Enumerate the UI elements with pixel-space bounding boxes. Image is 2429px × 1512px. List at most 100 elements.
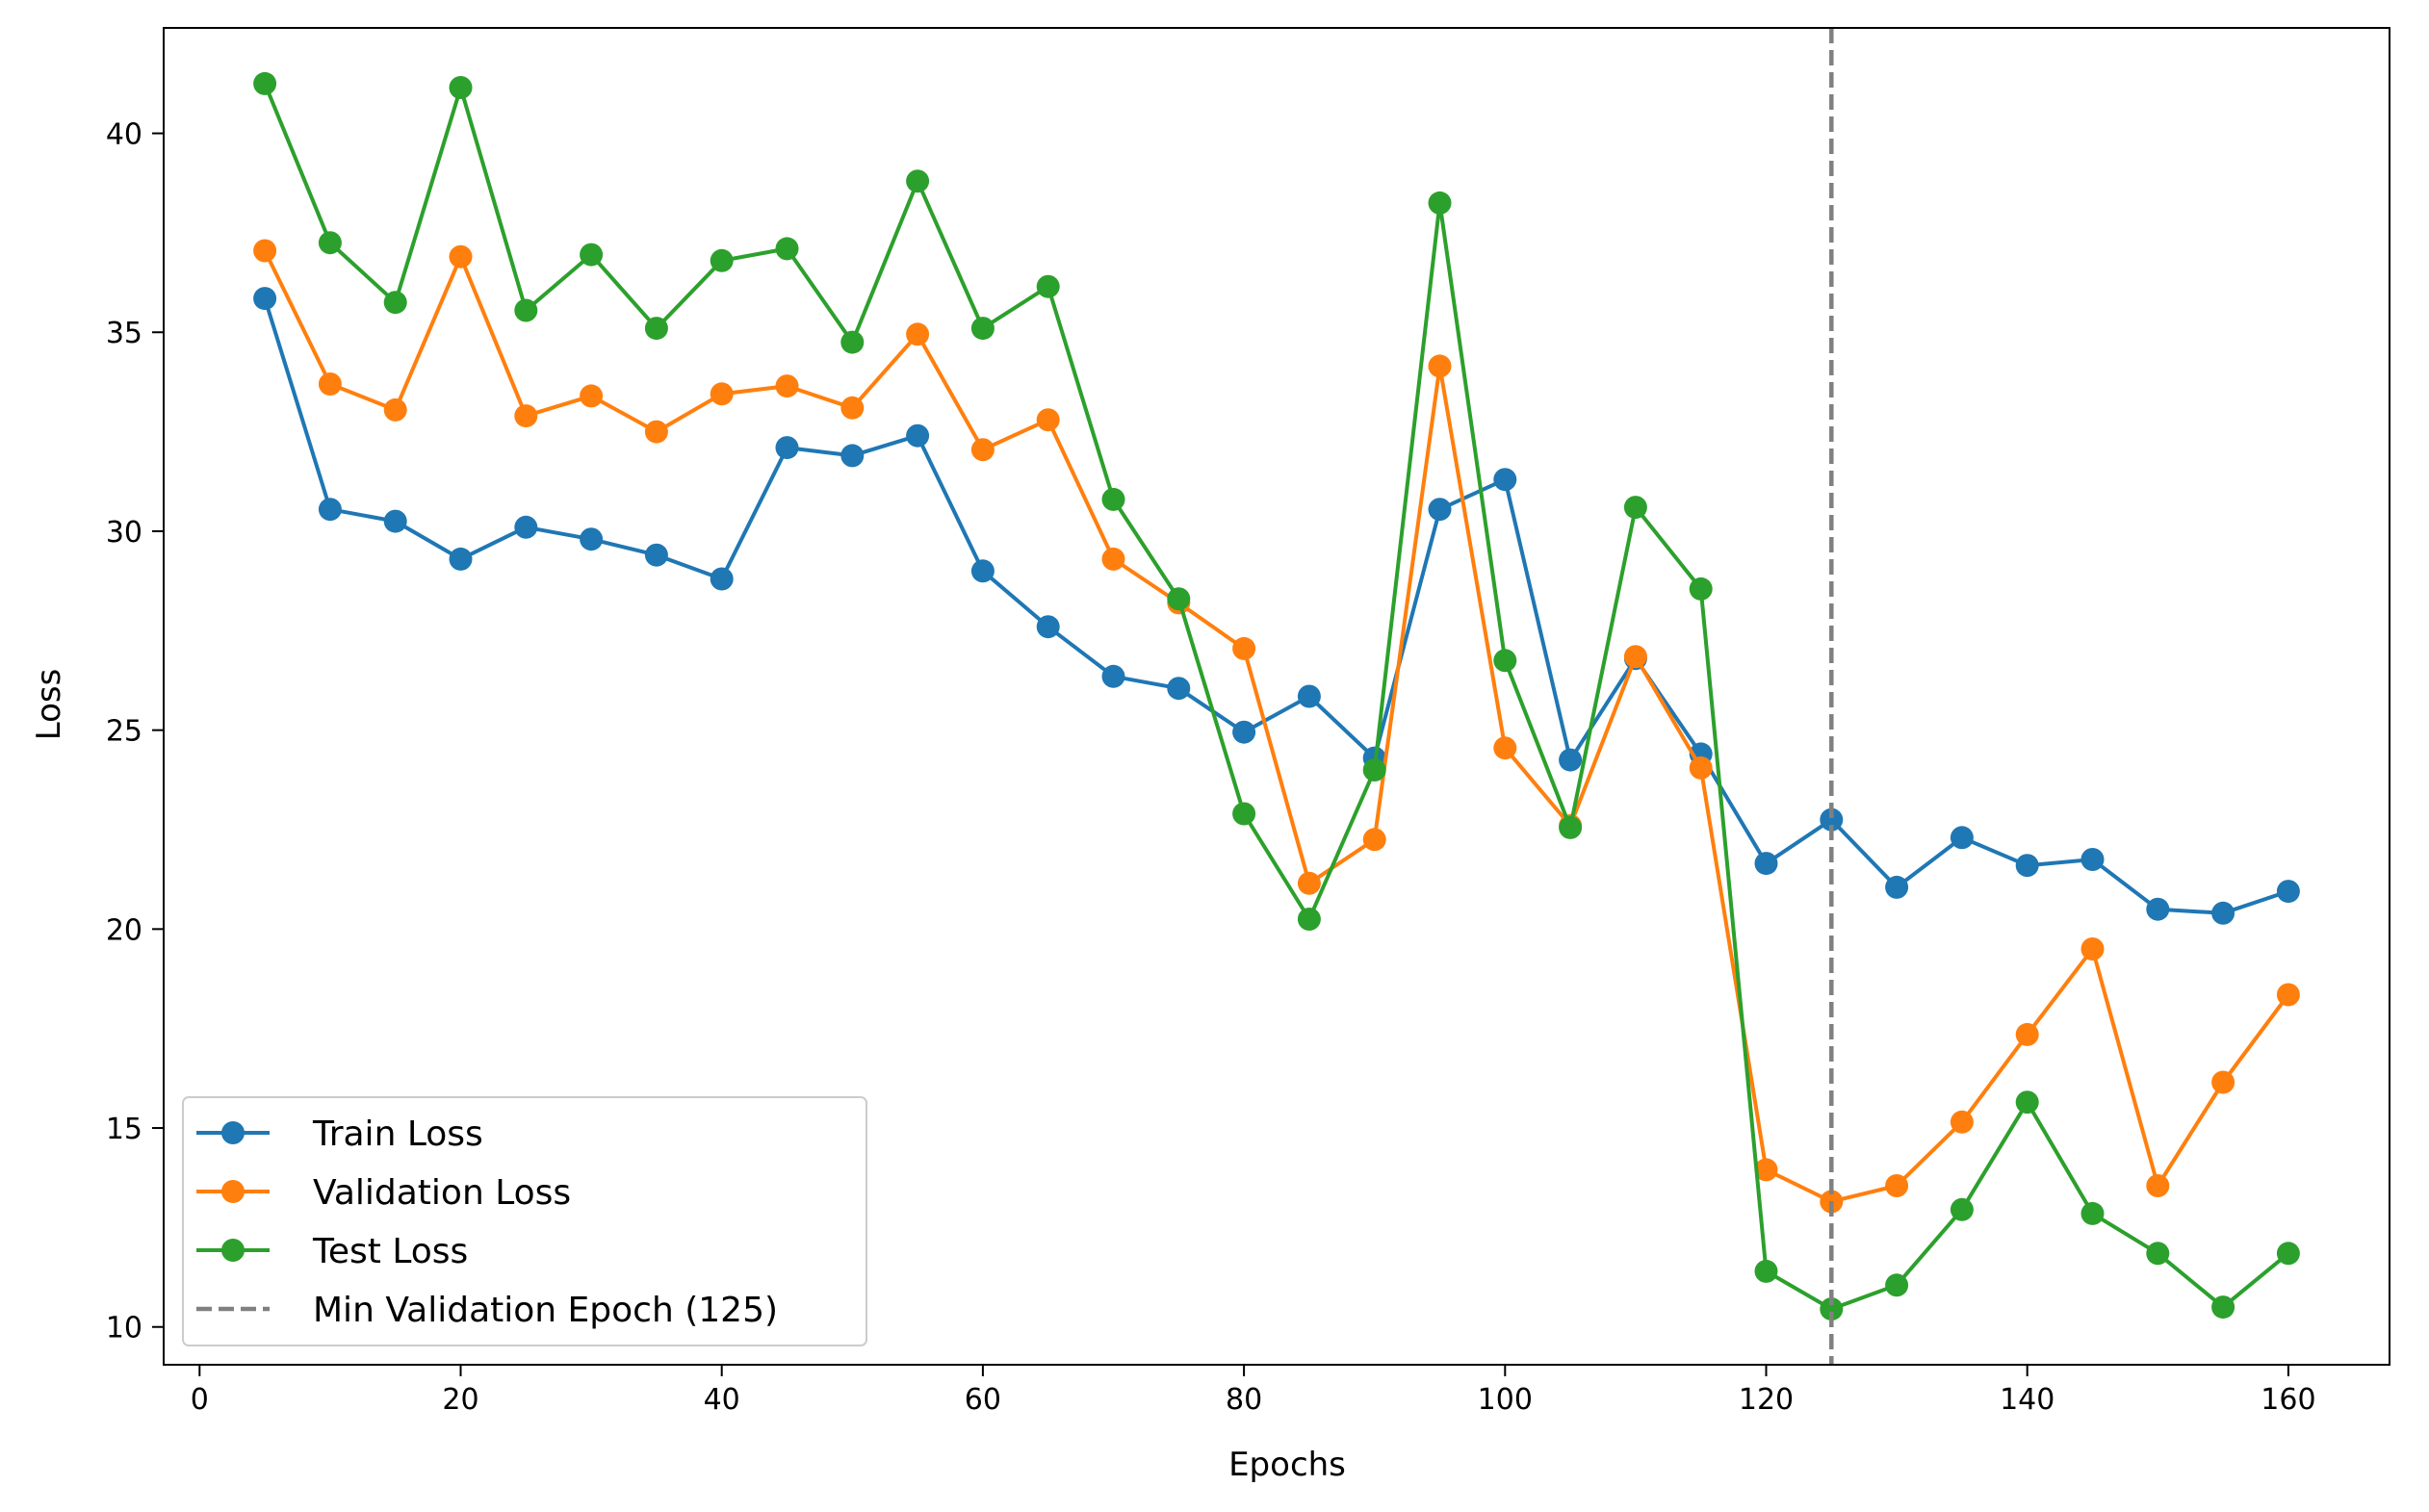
- train-loss-point: [449, 547, 473, 571]
- test-loss-point: [1232, 802, 1256, 826]
- train-loss-point: [1297, 684, 1321, 708]
- validation-loss-point: [710, 382, 734, 406]
- train-loss-point: [1559, 748, 1583, 772]
- validation-loss-line: [263, 249, 2290, 1204]
- test-loss-point: [1362, 758, 1386, 782]
- test-loss-point: [710, 248, 734, 272]
- test-loss-point: [1885, 1273, 1909, 1297]
- train-loss-point: [1232, 720, 1256, 744]
- test-loss-line: [263, 83, 2290, 1312]
- validation-loss-point: [1362, 828, 1386, 852]
- axes: 0 20 40 60 80 100 120 140 160 10 15 20 25 30 35 40: [106, 27, 2390, 1417]
- validation-loss-point: [2211, 1070, 2235, 1094]
- legend-marker-train-loss: [221, 1121, 245, 1144]
- train-loss-point: [580, 527, 604, 551]
- train-loss-point: [318, 498, 342, 522]
- test-loss-point: [2015, 1090, 2039, 1115]
- train-loss-point: [644, 543, 668, 567]
- y-tick-label: 20: [106, 913, 142, 947]
- validation-loss-point: [580, 384, 604, 408]
- validation-loss-point: [1754, 1158, 1778, 1182]
- test-loss-point: [1623, 496, 1647, 520]
- y-tick-label: 40: [106, 118, 142, 152]
- train-loss-point: [383, 509, 407, 533]
- validation-loss-point: [1232, 636, 1256, 660]
- x-tick-label: 0: [191, 1383, 209, 1417]
- test-loss-point: [1559, 815, 1583, 839]
- validation-loss-point: [2015, 1022, 2039, 1046]
- x-tick-label: 20: [442, 1383, 478, 1417]
- test-loss-point: [514, 298, 538, 322]
- validation-loss-point: [1885, 1174, 1909, 1197]
- legend-marker-test-loss: [221, 1239, 245, 1262]
- validation-loss-point: [253, 239, 277, 263]
- test-loss-point: [644, 317, 668, 341]
- test-loss-point: [1167, 587, 1191, 611]
- test-loss-point: [840, 330, 865, 354]
- x-tick-label: 100: [1478, 1383, 1533, 1417]
- test-loss-point: [2276, 1242, 2300, 1266]
- train-loss-point: [710, 567, 734, 591]
- y-tick-label: 25: [106, 715, 142, 749]
- validation-loss-point: [383, 397, 407, 422]
- legend-label-train-loss: Train Loss: [312, 1115, 483, 1154]
- legend-marker-validation-loss: [221, 1180, 245, 1203]
- y-tick-label: 10: [106, 1312, 142, 1345]
- train-loss-point: [840, 444, 865, 468]
- validation-loss-point: [840, 396, 865, 420]
- validation-loss-point: [2146, 1174, 2170, 1197]
- validation-loss-point: [970, 438, 995, 462]
- test-loss-point: [449, 76, 473, 99]
- x-tick-label: 140: [2000, 1383, 2054, 1417]
- legend-label-test-loss: Test Loss: [312, 1232, 468, 1271]
- validation-loss-point: [1689, 756, 1713, 780]
- y-tick-label: 15: [106, 1113, 142, 1146]
- train-loss-point: [775, 436, 799, 460]
- validation-loss-point: [514, 404, 538, 428]
- train-loss-point: [2211, 901, 2235, 925]
- train-loss-point: [253, 287, 277, 311]
- test-loss-point: [1101, 487, 1125, 511]
- train-loss-point: [2015, 854, 2039, 878]
- test-loss-point: [383, 291, 407, 315]
- test-loss-point: [253, 71, 277, 95]
- train-loss-point: [2146, 897, 2170, 921]
- test-loss-point: [1297, 908, 1321, 931]
- x-tick-label: 60: [965, 1383, 1001, 1417]
- train-loss-point: [1428, 498, 1452, 522]
- x-tick-label: 160: [2261, 1383, 2315, 1417]
- test-loss-point: [1493, 649, 1517, 673]
- train-loss-point: [1754, 852, 1778, 876]
- train-loss-point: [1950, 826, 1974, 850]
- train-loss-point: [514, 515, 538, 539]
- train-loss-point: [2276, 880, 2300, 904]
- test-loss-point: [906, 169, 930, 193]
- test-loss-point: [1754, 1259, 1778, 1283]
- test-loss-point: [580, 243, 604, 267]
- train-loss-point: [1167, 677, 1191, 701]
- train-loss-point: [906, 423, 930, 448]
- x-tick-label: 120: [1739, 1383, 1794, 1417]
- plot-area: [253, 28, 2300, 1365]
- validation-loss-point: [1036, 408, 1060, 432]
- validation-loss-point: [1101, 547, 1125, 571]
- plot-frame: [163, 27, 2390, 1366]
- x-axis-label: Epochs: [1228, 1446, 1346, 1484]
- train-loss-point: [1493, 468, 1517, 492]
- test-loss-point: [1689, 577, 1713, 601]
- test-loss-point: [318, 231, 342, 255]
- test-loss-point: [1950, 1197, 1974, 1221]
- train-loss-point: [970, 559, 995, 583]
- validation-loss-point: [2276, 983, 2300, 1007]
- legend: Train Loss Validation Loss Test Loss Min Va…: [182, 1096, 867, 1346]
- train-loss-point: [1820, 807, 1844, 832]
- train-loss-point: [1885, 875, 1909, 899]
- validation-loss-point: [1493, 736, 1517, 760]
- y-tick-label: 30: [106, 516, 142, 550]
- legend-box: [182, 1096, 867, 1346]
- validation-loss-point: [2080, 937, 2105, 961]
- test-loss-point: [1820, 1297, 1844, 1321]
- validation-loss-point: [906, 322, 930, 346]
- train-loss-point: [1101, 664, 1125, 688]
